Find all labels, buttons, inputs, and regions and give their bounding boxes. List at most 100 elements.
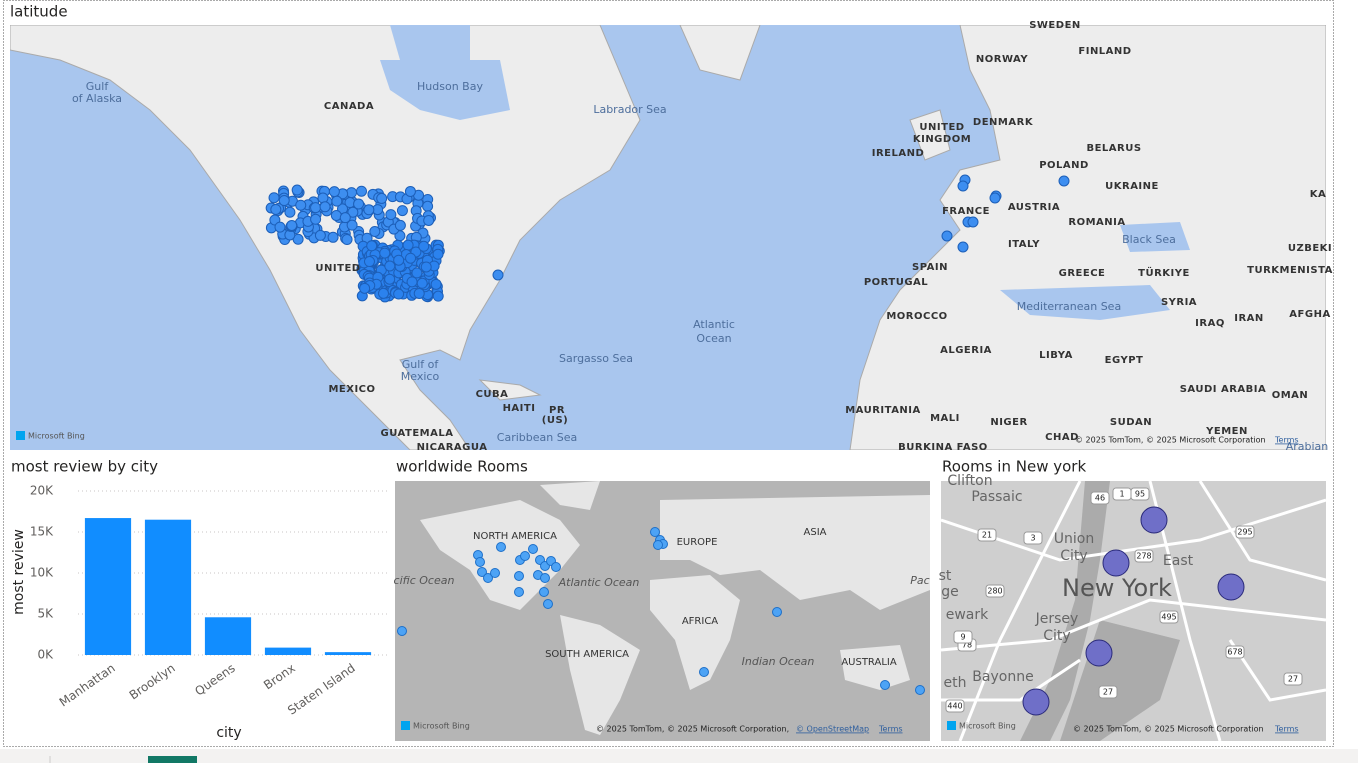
map-point [413, 287, 425, 299]
map-point [393, 288, 405, 300]
road-shield [1023, 531, 1043, 545]
y-tick-label: 0K [37, 648, 54, 662]
map-point [369, 225, 381, 237]
data-points [265, 174, 1070, 303]
road-shield-label: 1 [1119, 490, 1124, 499]
map-point [310, 202, 322, 214]
map-label: IRAN [1234, 313, 1264, 324]
map-label: Bayonne [972, 669, 1033, 685]
map-label: Black Sea [1122, 233, 1176, 246]
map-point [404, 185, 416, 197]
map-point [393, 254, 405, 266]
map-point [377, 287, 389, 299]
map-point [355, 185, 367, 197]
map-point [341, 234, 353, 246]
map-label: AUSTRALIA [841, 657, 897, 668]
map-point [1058, 175, 1070, 187]
map-label: Clifton [947, 473, 992, 489]
map-point [278, 195, 290, 207]
map-terms[interactable]: Terms [1274, 436, 1299, 445]
land-australia [840, 645, 910, 690]
map-label: ge [941, 584, 959, 600]
map-point [539, 587, 549, 597]
map-point [496, 542, 506, 552]
page-tabs-bar [0, 749, 1358, 763]
map-point [396, 205, 408, 217]
y-tick-label: 10K [30, 566, 54, 580]
map-label: eth [944, 675, 967, 691]
map-point [286, 219, 298, 231]
map-point [284, 206, 296, 218]
map-point [416, 277, 428, 289]
road-shield [945, 699, 965, 713]
y-tick-label: 20K [30, 484, 54, 498]
y-tick-label: 15K [30, 525, 54, 539]
map-top [10, 25, 1326, 450]
visual-title: latitude [10, 3, 68, 21]
map-point [270, 203, 282, 215]
map-point [384, 260, 396, 272]
map-point [1022, 688, 1050, 716]
map-label: Sargasso Sea [559, 352, 633, 365]
land-greenland [540, 481, 600, 510]
map-terms[interactable]: Terms [1274, 725, 1299, 734]
map-label: Union [1054, 531, 1094, 547]
map-label: CANADA [324, 101, 374, 112]
map-point [772, 607, 782, 617]
map-point [330, 209, 342, 221]
water-black-sea [1120, 222, 1190, 252]
map-point [477, 567, 487, 577]
map-label: MOROCCO [886, 311, 947, 322]
map-point [1217, 573, 1245, 601]
map-point [420, 261, 432, 273]
map-point [915, 685, 925, 695]
map-label: NIGER [990, 417, 1027, 428]
map-terms[interactable]: Terms [878, 725, 903, 734]
map-point [432, 248, 444, 260]
map-label: SYRIA [1161, 297, 1197, 308]
map-point [328, 186, 340, 198]
x-tick-label: Queens [192, 661, 237, 699]
map-point [291, 184, 303, 196]
map-label: Mediterranean Sea [1017, 300, 1121, 313]
y-axis-title: most review [11, 529, 27, 615]
road-shield-label: 678 [1227, 648, 1242, 657]
road-shield [985, 584, 1005, 598]
map-label: BELARUS [1086, 143, 1141, 154]
road-shield-label: 440 [947, 702, 962, 711]
map-osm[interactable]: © OpenStreetMap [796, 725, 869, 734]
map-point [941, 230, 953, 242]
map-point [379, 247, 391, 259]
map-world [395, 481, 930, 741]
map-label: CHAD [1045, 432, 1079, 443]
map-attribution: © 2025 TomTom, © 2025 Microsoft Corporat… [596, 725, 789, 734]
x-axis-title: city [216, 725, 241, 741]
map-label: EUROPE [677, 537, 718, 548]
map-label: Atlantic [693, 318, 735, 331]
map-point [359, 282, 371, 294]
road-shield [1090, 491, 1110, 505]
road-shield-label: 9 [960, 633, 965, 642]
map-point [551, 562, 561, 572]
map-point [314, 229, 326, 241]
roads [941, 481, 1326, 741]
land-south-america [560, 615, 640, 735]
map-label: HAITI [503, 403, 536, 414]
map-label: BURKINA FASO [898, 442, 988, 453]
road-shield-label: 27 [1103, 688, 1113, 697]
map-label: POLAND [1039, 160, 1089, 171]
road-shield-label: 495 [1161, 613, 1176, 622]
map-label: Gulf of [402, 358, 440, 371]
map-attribution: © 2025 TomTom, © 2025 Microsoft Corporat… [1073, 725, 1264, 734]
map-label: PR [549, 405, 565, 416]
visual-title: worldwide Rooms [396, 458, 528, 476]
page-tab[interactable] [148, 756, 197, 763]
road-shield-label: 280 [987, 587, 1002, 596]
map-point [385, 209, 397, 221]
map-point [384, 273, 396, 285]
map-label: UKRAINE [1105, 181, 1159, 192]
map-label: AFGHA [1289, 309, 1330, 320]
map-point [394, 219, 406, 231]
